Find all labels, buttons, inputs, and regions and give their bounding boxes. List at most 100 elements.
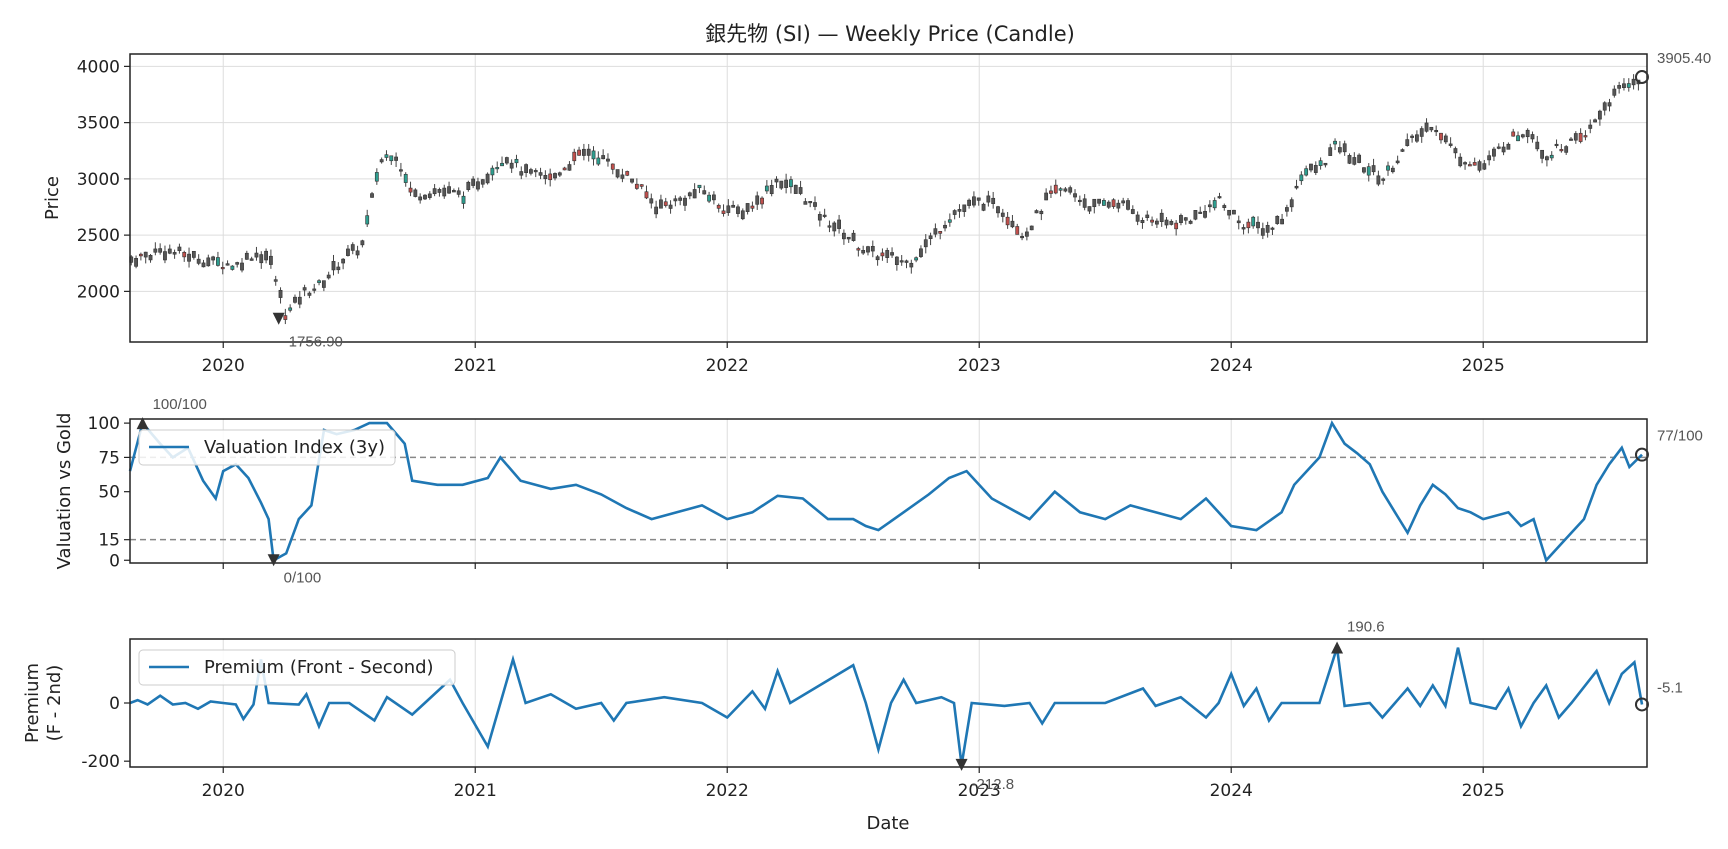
- price-candle-body: [1525, 129, 1530, 138]
- price-candle-body: [408, 187, 413, 193]
- price-candle-body: [519, 171, 524, 176]
- price-candle-body: [1362, 167, 1366, 173]
- price-y-tick-label: 2000: [77, 282, 120, 302]
- premium-legend: Premium (Front - Second): [138, 649, 456, 686]
- price-candle: [842, 229, 846, 245]
- price-candle-body: [591, 150, 596, 160]
- price-candle: [919, 245, 923, 258]
- price-candle: [187, 247, 191, 268]
- price-candle: [769, 179, 774, 197]
- price-candle: [837, 214, 841, 234]
- price-candle: [538, 167, 543, 180]
- price-candle-body: [230, 265, 235, 270]
- price-candle: [235, 261, 240, 268]
- price-candle: [1357, 153, 1362, 164]
- price-candle-body: [331, 261, 336, 271]
- price-candle: [716, 203, 721, 213]
- price-candle-body: [1602, 102, 1607, 111]
- price-candle: [1179, 213, 1183, 226]
- price-candle-body: [1034, 210, 1039, 214]
- price-candle: [1164, 217, 1169, 229]
- price-candle-body: [567, 164, 572, 171]
- price-candle: [745, 203, 750, 215]
- price-candle-body: [943, 224, 947, 229]
- premium-line: [129, 647, 1644, 766]
- premium-y-label-line: (F - 2nd): [44, 665, 65, 742]
- price-candle-body: [143, 251, 148, 258]
- price-candle: [259, 251, 264, 269]
- price-candle-body: [1063, 188, 1068, 192]
- price-candle-body: [1309, 163, 1313, 171]
- price-candle: [442, 184, 447, 199]
- price-candle: [870, 240, 875, 258]
- price-candle-body: [268, 255, 273, 265]
- premium-y-label: Premium(F - 2nd): [22, 663, 65, 743]
- price-candle-body: [736, 206, 740, 214]
- price-candle: [976, 197, 981, 206]
- price-candle: [432, 184, 437, 197]
- chart-title: 銀先物 (SI) — Weekly Price (Candle): [705, 22, 1075, 46]
- price-candle: [447, 181, 451, 194]
- price-candle-body: [216, 257, 220, 266]
- price-candle: [1386, 161, 1390, 176]
- price-candle-body: [471, 178, 476, 186]
- price-candle-body: [1251, 216, 1256, 227]
- premium-y-tick-label: 0: [109, 694, 120, 714]
- price-candle-body: [346, 248, 350, 256]
- price-candle-body: [649, 198, 654, 204]
- price-candle: [504, 156, 509, 165]
- price-candle: [639, 184, 644, 190]
- price-candle-body: [172, 252, 177, 255]
- price-candle: [764, 180, 769, 194]
- price-candle-body: [976, 197, 981, 201]
- premium-y-label-line: Premium: [22, 663, 43, 743]
- price-candle: [1530, 131, 1535, 143]
- price-candle: [1289, 197, 1294, 212]
- price-candle-body: [654, 206, 659, 215]
- price-candle: [1506, 142, 1511, 150]
- price-candle: [967, 198, 971, 209]
- price-candle-body: [1458, 156, 1463, 167]
- premium-x-tick-label: 2021: [454, 781, 497, 801]
- price-candle-body: [601, 155, 606, 160]
- price-candle-body: [1121, 200, 1126, 204]
- price-candle: [529, 167, 533, 176]
- price-candle: [923, 234, 928, 254]
- price-candle: [1626, 78, 1631, 92]
- price-candle: [254, 246, 259, 261]
- price-candle-body: [972, 196, 976, 206]
- price-candle-body: [158, 248, 163, 253]
- price-min-marker: [272, 312, 285, 325]
- price-candle-body: [244, 252, 249, 260]
- price-candle: [822, 208, 827, 219]
- price-candle: [1337, 141, 1342, 155]
- price-candle-body: [606, 158, 610, 162]
- price-candle: [379, 157, 384, 164]
- price-candle: [370, 191, 374, 198]
- price-candle-body: [668, 204, 673, 209]
- price-candle-body: [1058, 188, 1063, 191]
- price-candle-body: [1559, 149, 1564, 152]
- price-candle-body: [697, 184, 702, 189]
- price-candle: [1516, 131, 1520, 142]
- price-candle-body: [423, 194, 427, 200]
- price-candle-body: [683, 197, 687, 206]
- price-candle-body: [1188, 220, 1193, 224]
- price-candle-body: [504, 157, 509, 164]
- price-candle: [567, 161, 572, 171]
- price-candle-body: [639, 184, 644, 187]
- price-candle: [1049, 185, 1053, 198]
- price-candle-body: [1159, 212, 1164, 222]
- valuation-min-label: 0/100: [284, 569, 322, 586]
- price-candle: [1256, 216, 1260, 234]
- price-candle: [1511, 128, 1516, 137]
- price-candle: [947, 213, 952, 227]
- price-candle: [1602, 101, 1607, 116]
- price-candle-body: [1410, 135, 1414, 138]
- price-candle-body: [278, 289, 283, 298]
- price-candle: [577, 146, 581, 156]
- price-candle: [500, 156, 504, 167]
- price-candle-body: [1366, 166, 1371, 176]
- price-candle: [1439, 132, 1443, 144]
- price-candle-body: [909, 262, 914, 268]
